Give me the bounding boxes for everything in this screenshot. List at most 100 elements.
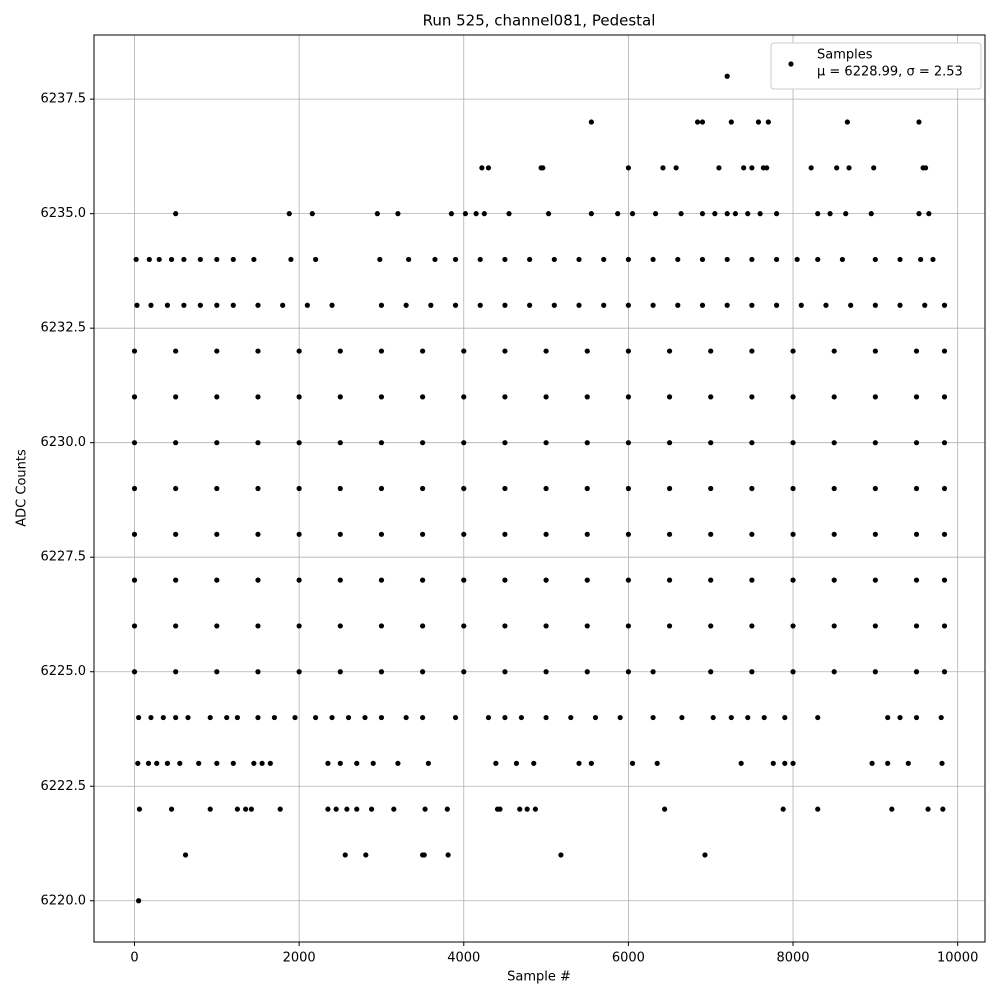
- data-point: [329, 714, 335, 721]
- data-point: [716, 165, 722, 171]
- data-point: [941, 440, 948, 446]
- data-point: [724, 256, 730, 263]
- data-point: [131, 394, 138, 400]
- data-point: [576, 302, 582, 308]
- data-point: [214, 394, 220, 400]
- data-point: [916, 211, 922, 217]
- data-point: [790, 485, 796, 492]
- data-point: [666, 440, 673, 446]
- data-point: [479, 165, 485, 171]
- data-point: [543, 623, 549, 629]
- data-point: [543, 485, 549, 492]
- data-point: [378, 485, 385, 492]
- data-point: [790, 348, 796, 354]
- data-point: [286, 211, 292, 217]
- data-point: [588, 760, 594, 766]
- data-point: [197, 256, 203, 263]
- data-point: [708, 394, 714, 400]
- x-tick-label: 0: [130, 951, 138, 966]
- data-point: [363, 852, 369, 858]
- data-point: [584, 623, 590, 629]
- data-point: [131, 348, 138, 354]
- data-point: [502, 714, 508, 721]
- legend-box: [770, 42, 982, 90]
- data-point: [708, 531, 714, 537]
- data-point: [296, 577, 302, 583]
- data-point: [259, 760, 265, 766]
- data-point: [296, 440, 302, 446]
- data-point: [230, 302, 236, 308]
- data-point: [773, 211, 780, 217]
- data-point: [173, 669, 179, 675]
- data-point: [749, 577, 755, 583]
- data-point: [584, 669, 590, 675]
- data-point: [136, 714, 142, 721]
- data-point: [702, 852, 708, 858]
- data-point: [782, 714, 788, 721]
- data-point: [926, 211, 932, 217]
- data-point: [277, 806, 283, 812]
- data-point: [502, 485, 508, 492]
- y-tick-label: 6227.5: [41, 550, 87, 565]
- data-point: [584, 485, 590, 492]
- data-point: [749, 165, 755, 171]
- data-point: [558, 852, 564, 858]
- data-point: [625, 302, 632, 308]
- data-point: [625, 394, 632, 400]
- data-point: [513, 760, 520, 766]
- data-point: [248, 806, 254, 812]
- data-point: [296, 394, 302, 400]
- data-point: [694, 119, 701, 125]
- data-point: [145, 760, 152, 766]
- data-point: [527, 256, 533, 263]
- data-point: [831, 623, 837, 629]
- data-point: [473, 211, 479, 217]
- data-point: [790, 623, 796, 629]
- data-point: [378, 302, 385, 308]
- data-point: [214, 302, 220, 308]
- data-point: [745, 211, 751, 217]
- data-point: [660, 165, 666, 171]
- data-point: [790, 577, 796, 583]
- data-point: [461, 485, 467, 492]
- data-point: [131, 623, 138, 629]
- data-point: [741, 165, 747, 171]
- data-point: [148, 714, 154, 721]
- data-point: [406, 256, 412, 263]
- data-point: [255, 348, 261, 354]
- data-point: [913, 440, 920, 446]
- data-point: [243, 806, 249, 812]
- data-point: [738, 760, 744, 766]
- legend: Samples μ = 6228.99, σ = 2.53: [770, 42, 982, 90]
- data-point: [173, 394, 179, 400]
- data-point: [420, 394, 426, 400]
- data-point: [420, 440, 426, 446]
- data-point: [790, 394, 796, 400]
- data-point: [794, 256, 800, 263]
- data-point: [941, 623, 948, 629]
- data-point: [255, 302, 261, 308]
- data-point: [815, 256, 821, 263]
- data-point: [378, 440, 385, 446]
- data-point: [588, 211, 594, 217]
- chart-title: Run 525, channel081, Pedestal: [423, 12, 656, 30]
- data-point: [584, 531, 590, 537]
- y-tick-label: 6220.0: [41, 893, 87, 908]
- data-point: [872, 577, 878, 583]
- data-point: [185, 714, 191, 721]
- data-point: [666, 485, 673, 492]
- data-point: [724, 211, 730, 217]
- data-point: [391, 806, 397, 812]
- data-point: [506, 211, 512, 217]
- data-point: [214, 348, 220, 354]
- data-point: [941, 577, 948, 583]
- data-point: [897, 302, 903, 308]
- data-point: [872, 485, 878, 492]
- data-point: [255, 714, 261, 721]
- data-point: [134, 302, 140, 308]
- data-point: [650, 256, 656, 263]
- data-point: [337, 348, 343, 354]
- data-point: [708, 623, 714, 629]
- data-point: [941, 531, 948, 537]
- data-point: [420, 531, 426, 537]
